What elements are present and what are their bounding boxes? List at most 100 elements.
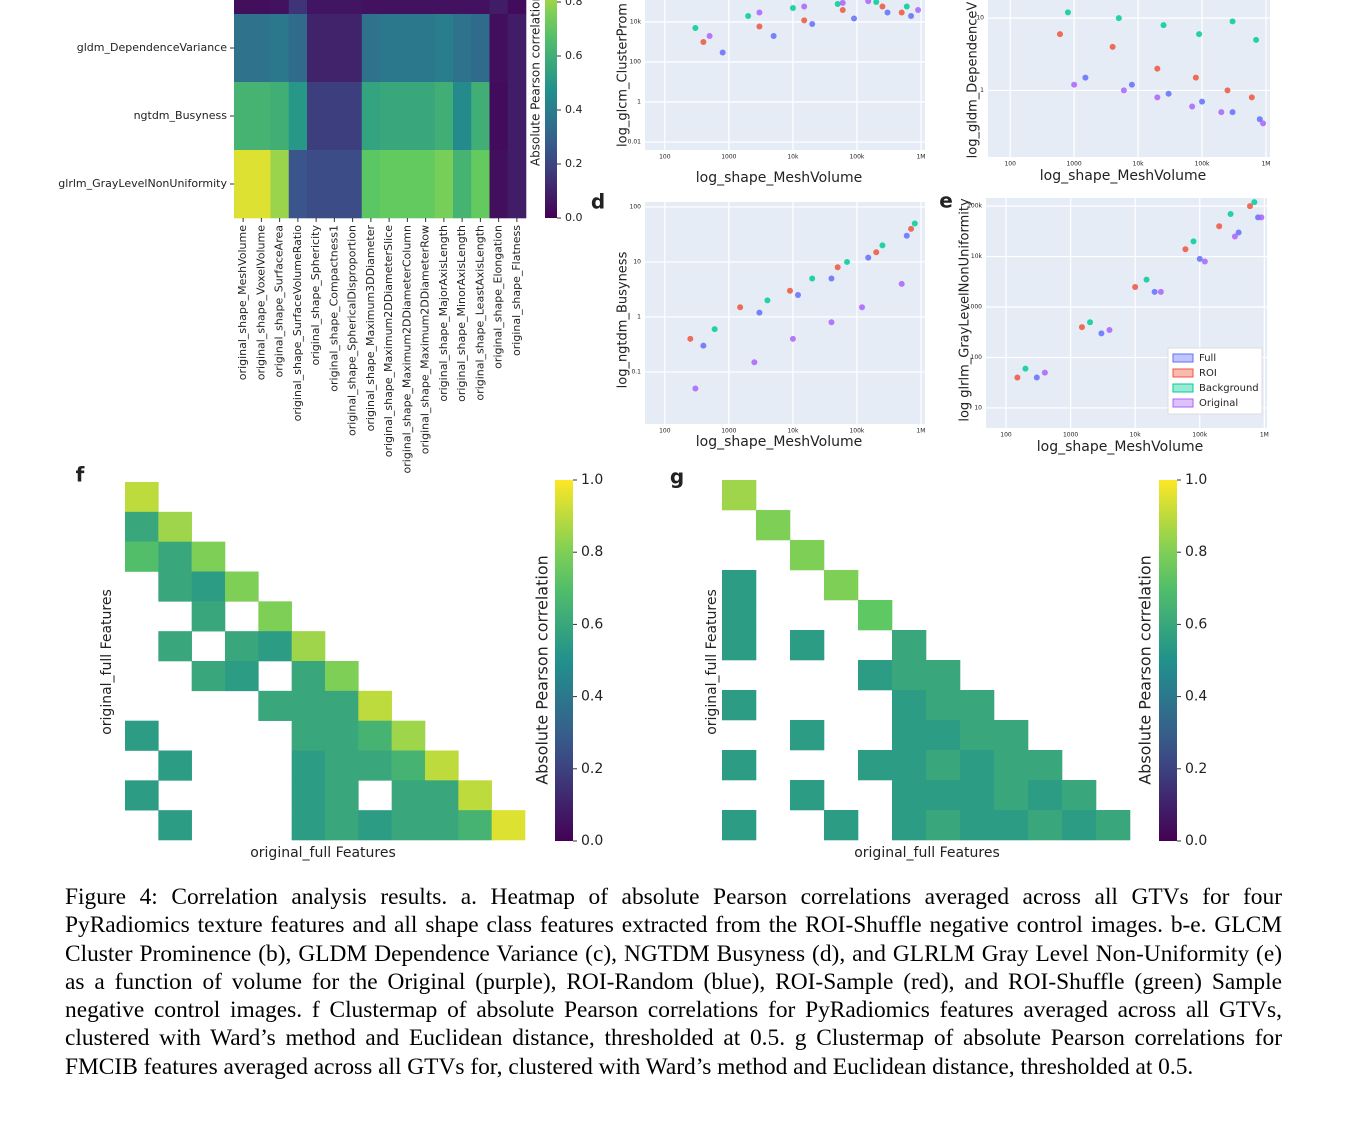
cluster-cell — [291, 631, 326, 662]
heatmap-cell — [270, 0, 290, 15]
heatmap-cell — [398, 0, 417, 15]
x-tick-label: 100 — [659, 428, 671, 435]
scatter-point — [1235, 229, 1242, 236]
y-tick-label: 10 — [633, 258, 641, 265]
cluster-cell — [722, 810, 757, 841]
scatter-point — [692, 25, 699, 32]
y-tick-label: 0.1 — [631, 368, 641, 375]
scatter-point — [711, 326, 718, 333]
cluster-cell — [926, 750, 961, 781]
x-tick-label: original_shape_Maximum3DDiameter — [364, 225, 377, 432]
heatmap-cell — [343, 0, 363, 15]
scatter-point — [1106, 327, 1113, 334]
heatmap-cell — [252, 0, 271, 15]
scatter-point — [911, 220, 918, 227]
plot-background — [645, 202, 925, 424]
cluster-cell — [1028, 780, 1063, 811]
cluster-cell — [125, 482, 159, 513]
cluster-cell — [892, 660, 927, 691]
y-axis-label: original_full Features — [99, 589, 115, 735]
scatter-point — [1196, 31, 1203, 38]
x-tick-label: original_shape_LeastAxisLength — [473, 225, 486, 401]
cluster-cell — [960, 810, 995, 841]
y-tick-label: gldm_DependenceVariance — [77, 41, 227, 54]
colorbar-tick-label: 0.6 — [1185, 616, 1207, 632]
heatmap-cell — [325, 14, 344, 83]
scatter-point — [1229, 109, 1236, 116]
x-axis-label: log_shape_MeshVolume — [696, 170, 863, 186]
scatter-point — [865, 254, 872, 261]
scatter-point — [1014, 374, 1021, 381]
scatter-point — [1258, 214, 1265, 221]
heatmap-cell — [507, 150, 527, 219]
scatter-point — [839, 0, 846, 6]
cluster-cell — [358, 750, 392, 781]
cluster-cell — [858, 750, 893, 781]
scatter-point — [764, 297, 771, 304]
cluster-cell — [191, 601, 226, 632]
cluster-cell — [722, 570, 757, 601]
heatmap-cell — [270, 14, 290, 83]
y-axis-label: log_ngtdm_Busyness — [616, 251, 631, 388]
cluster-cell — [125, 541, 159, 572]
cluster-cell — [325, 720, 359, 751]
cluster-cell — [1062, 810, 1097, 841]
scatter-point — [915, 6, 922, 13]
cluster-cell — [325, 750, 359, 781]
scatter-point — [1033, 374, 1040, 381]
x-tick-label: 100 — [1004, 161, 1016, 168]
x-tick-label: original_shape_Flatness — [510, 225, 523, 356]
heatmap-cell — [489, 150, 509, 219]
scatter-point — [756, 23, 763, 30]
cluster-cell — [1028, 750, 1063, 781]
cluster-cell — [722, 750, 757, 781]
heatmap-cell — [416, 82, 436, 151]
heatmap-cell — [307, 14, 326, 83]
cluster-cell — [926, 690, 961, 721]
heatmap-cell — [234, 0, 253, 15]
heatmap-cell — [343, 82, 363, 151]
legend-swatch — [1172, 383, 1194, 393]
scatter-point — [1165, 90, 1172, 97]
x-tick-label: 1M — [1260, 432, 1269, 439]
scatter-point — [1224, 87, 1231, 94]
heatmap-cell — [343, 14, 363, 83]
plot-background — [988, 0, 1270, 157]
scatter-point — [1109, 43, 1116, 50]
scatter-point — [834, 264, 841, 271]
x-axis-label: log_shape_MeshVolume — [696, 434, 863, 450]
heatmap-cell — [288, 150, 308, 219]
cluster-cell — [158, 810, 192, 841]
cluster-cell — [892, 810, 927, 841]
scatter-point — [1246, 203, 1253, 210]
x-tick-label: 100k — [849, 154, 864, 161]
y-tick-label: 1 — [980, 87, 984, 94]
scatter-point — [839, 6, 846, 13]
heatmap-cell — [471, 82, 490, 151]
scatter-point — [1087, 319, 1094, 326]
colorbar-tick-label: 0.6 — [581, 616, 603, 632]
y-tick-label: ngtdm_Busyness — [134, 109, 228, 122]
heatmap-cell — [325, 0, 344, 15]
x-tick-label: 1000 — [1066, 161, 1081, 168]
scatter-point — [1064, 9, 1071, 16]
legend-label: Full — [1199, 353, 1216, 364]
x-tick-label: original_shape_VoxelVolume — [254, 225, 267, 381]
scatter-point — [1056, 31, 1063, 38]
cluster-cell — [158, 631, 192, 662]
scatter-point — [903, 3, 910, 10]
cluster-cell — [125, 720, 159, 751]
cluster-cell — [258, 690, 292, 721]
scatter-point — [745, 12, 752, 19]
x-tick-label: 1M — [916, 154, 925, 161]
y-tick-label: 0.01 — [628, 139, 642, 146]
cluster-cell — [458, 780, 492, 811]
scatter-point — [1251, 199, 1258, 206]
cluster-cell — [358, 720, 392, 751]
cluster-cell — [191, 541, 226, 572]
x-axis-label: log_shape_MeshVolume — [1040, 168, 1207, 184]
cluster-cell — [960, 750, 995, 781]
cluster-cell — [158, 571, 192, 602]
heatmap-cell — [434, 82, 454, 151]
